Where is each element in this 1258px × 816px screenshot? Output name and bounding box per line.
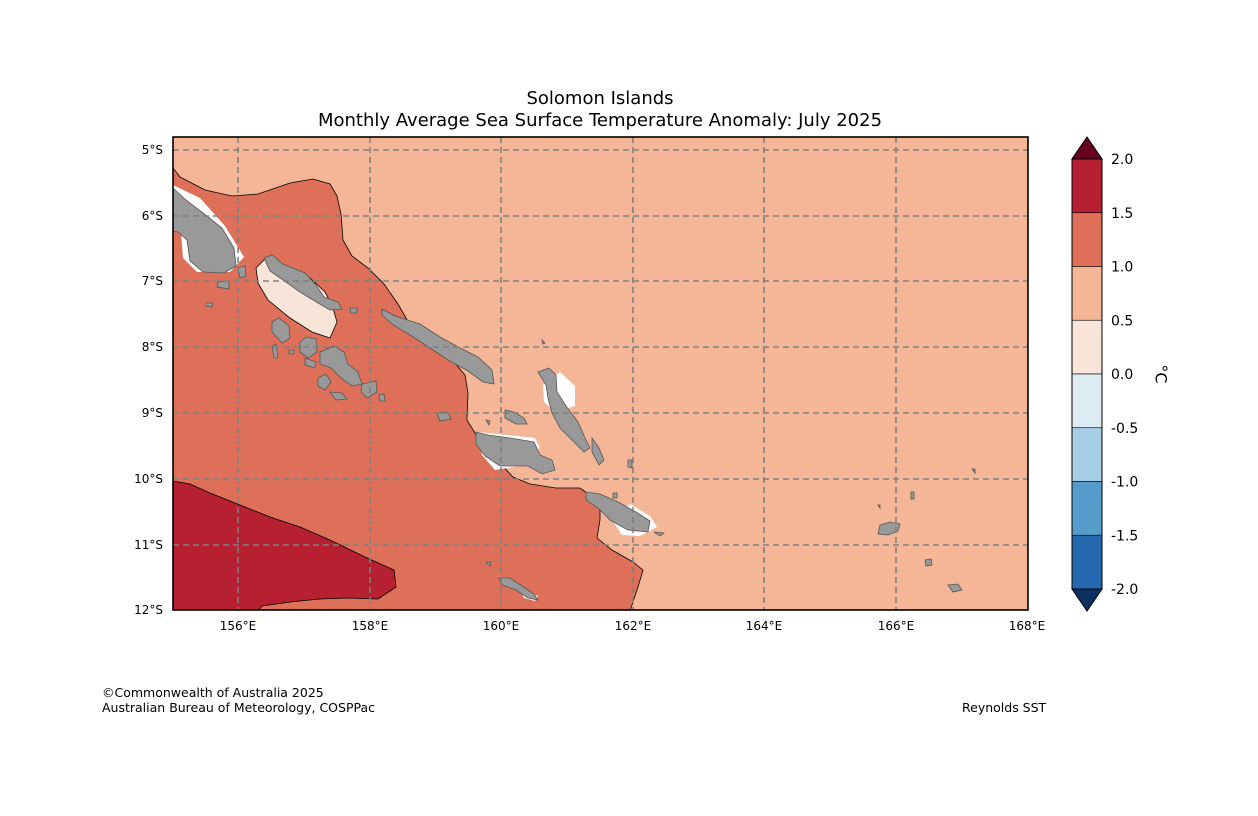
graticule	[173, 137, 1028, 610]
malaita-island	[537, 367, 591, 453]
map-title: Solomon Islands	[526, 88, 674, 109]
lon-tick-label: 162°E	[615, 619, 652, 633]
agency-line: Australian Bureau of Meteorology, COSPPa…	[102, 700, 375, 715]
colorbar-segment	[1071, 373, 1103, 429]
rennell-island	[498, 577, 539, 601]
lat-tick-labels: 5°S 6°S 7°S 8°S 9°S 10°S 11°S 12°S	[134, 143, 163, 617]
lat-tick-label: 7°S	[142, 274, 163, 288]
colorbar-segments	[1071, 158, 1103, 590]
colorbar-tick-label: -1.0	[1111, 475, 1138, 491]
colorbar-tick-label: 2.0	[1111, 152, 1133, 168]
lat-tick-label: 12°S	[134, 603, 163, 617]
lon-tick-label: 168°E	[1009, 619, 1046, 633]
lat-tick-label: 11°S	[134, 538, 163, 552]
colorbar-frame	[1071, 158, 1103, 590]
colorbar-over-triangle	[1071, 136, 1103, 160]
colorbar-segment	[1071, 319, 1103, 375]
colorbar: 2.0 1.5 1.0 0.5 0.0 -0.5 -1.0 -1.5 -2.0 °C	[1071, 136, 1171, 612]
lat-tick-label: 5°S	[142, 143, 163, 157]
lon-tick-label: 160°E	[483, 619, 520, 633]
map-frame	[172, 136, 1029, 611]
colorbar-segment	[1071, 158, 1103, 214]
data-source-label: Reynolds SST	[962, 700, 1047, 715]
colorbar-segment	[1071, 212, 1103, 267]
colorbar-tick-label: 0.5	[1111, 313, 1133, 329]
santa-cruz-island	[877, 521, 901, 536]
copyright-line: ©Commonwealth of Australia 2025	[102, 685, 324, 700]
makira-island	[585, 491, 651, 533]
lat-tick-label: 9°S	[142, 406, 163, 420]
colorbar-segment	[1071, 534, 1103, 590]
lon-tick-labels: 156°E 158°E 160°E 162°E 164°E 166°E 168°…	[220, 619, 1046, 633]
lat-tick-label: 8°S	[142, 340, 163, 354]
colorbar-segment	[1071, 427, 1103, 482]
colorbar-segment	[1071, 266, 1103, 321]
colorbar-unit-label: °C	[1152, 364, 1171, 383]
bougainville-island	[173, 187, 237, 274]
colorbar-tick-label: 1.5	[1111, 206, 1133, 222]
map-subtitle: Monthly Average Sea Surface Temperature …	[317, 110, 883, 131]
copyright-credit: ©Commonwealth of Australia 2025 Australi…	[102, 685, 375, 715]
colorbar-tick-label: -2.0	[1111, 582, 1138, 598]
colorbar-tick-label: 1.0	[1111, 260, 1133, 276]
lat-tick-label: 6°S	[142, 209, 163, 223]
lon-tick-label: 166°E	[878, 619, 915, 633]
colorbar-tick-label: -0.5	[1111, 421, 1138, 437]
map-plot-area	[173, 137, 1028, 610]
colorbar-tick-label: 0.0	[1111, 367, 1133, 383]
lon-tick-label: 158°E	[352, 619, 389, 633]
lon-tick-label: 156°E	[220, 619, 257, 633]
colorbar-tick-labels: 2.0 1.5 1.0 0.5 0.0 -0.5 -1.0 -1.5 -2.0	[1111, 152, 1138, 598]
colorbar-tick-label: -1.5	[1111, 528, 1138, 544]
choiseul-island	[263, 254, 343, 311]
guadalcanal-island	[475, 431, 556, 475]
lon-tick-label: 164°E	[746, 619, 783, 633]
land	[173, 187, 976, 601]
colorbar-under-triangle	[1071, 588, 1103, 612]
lat-tick-label: 10°S	[134, 472, 163, 486]
colorbar-segment	[1071, 481, 1103, 536]
